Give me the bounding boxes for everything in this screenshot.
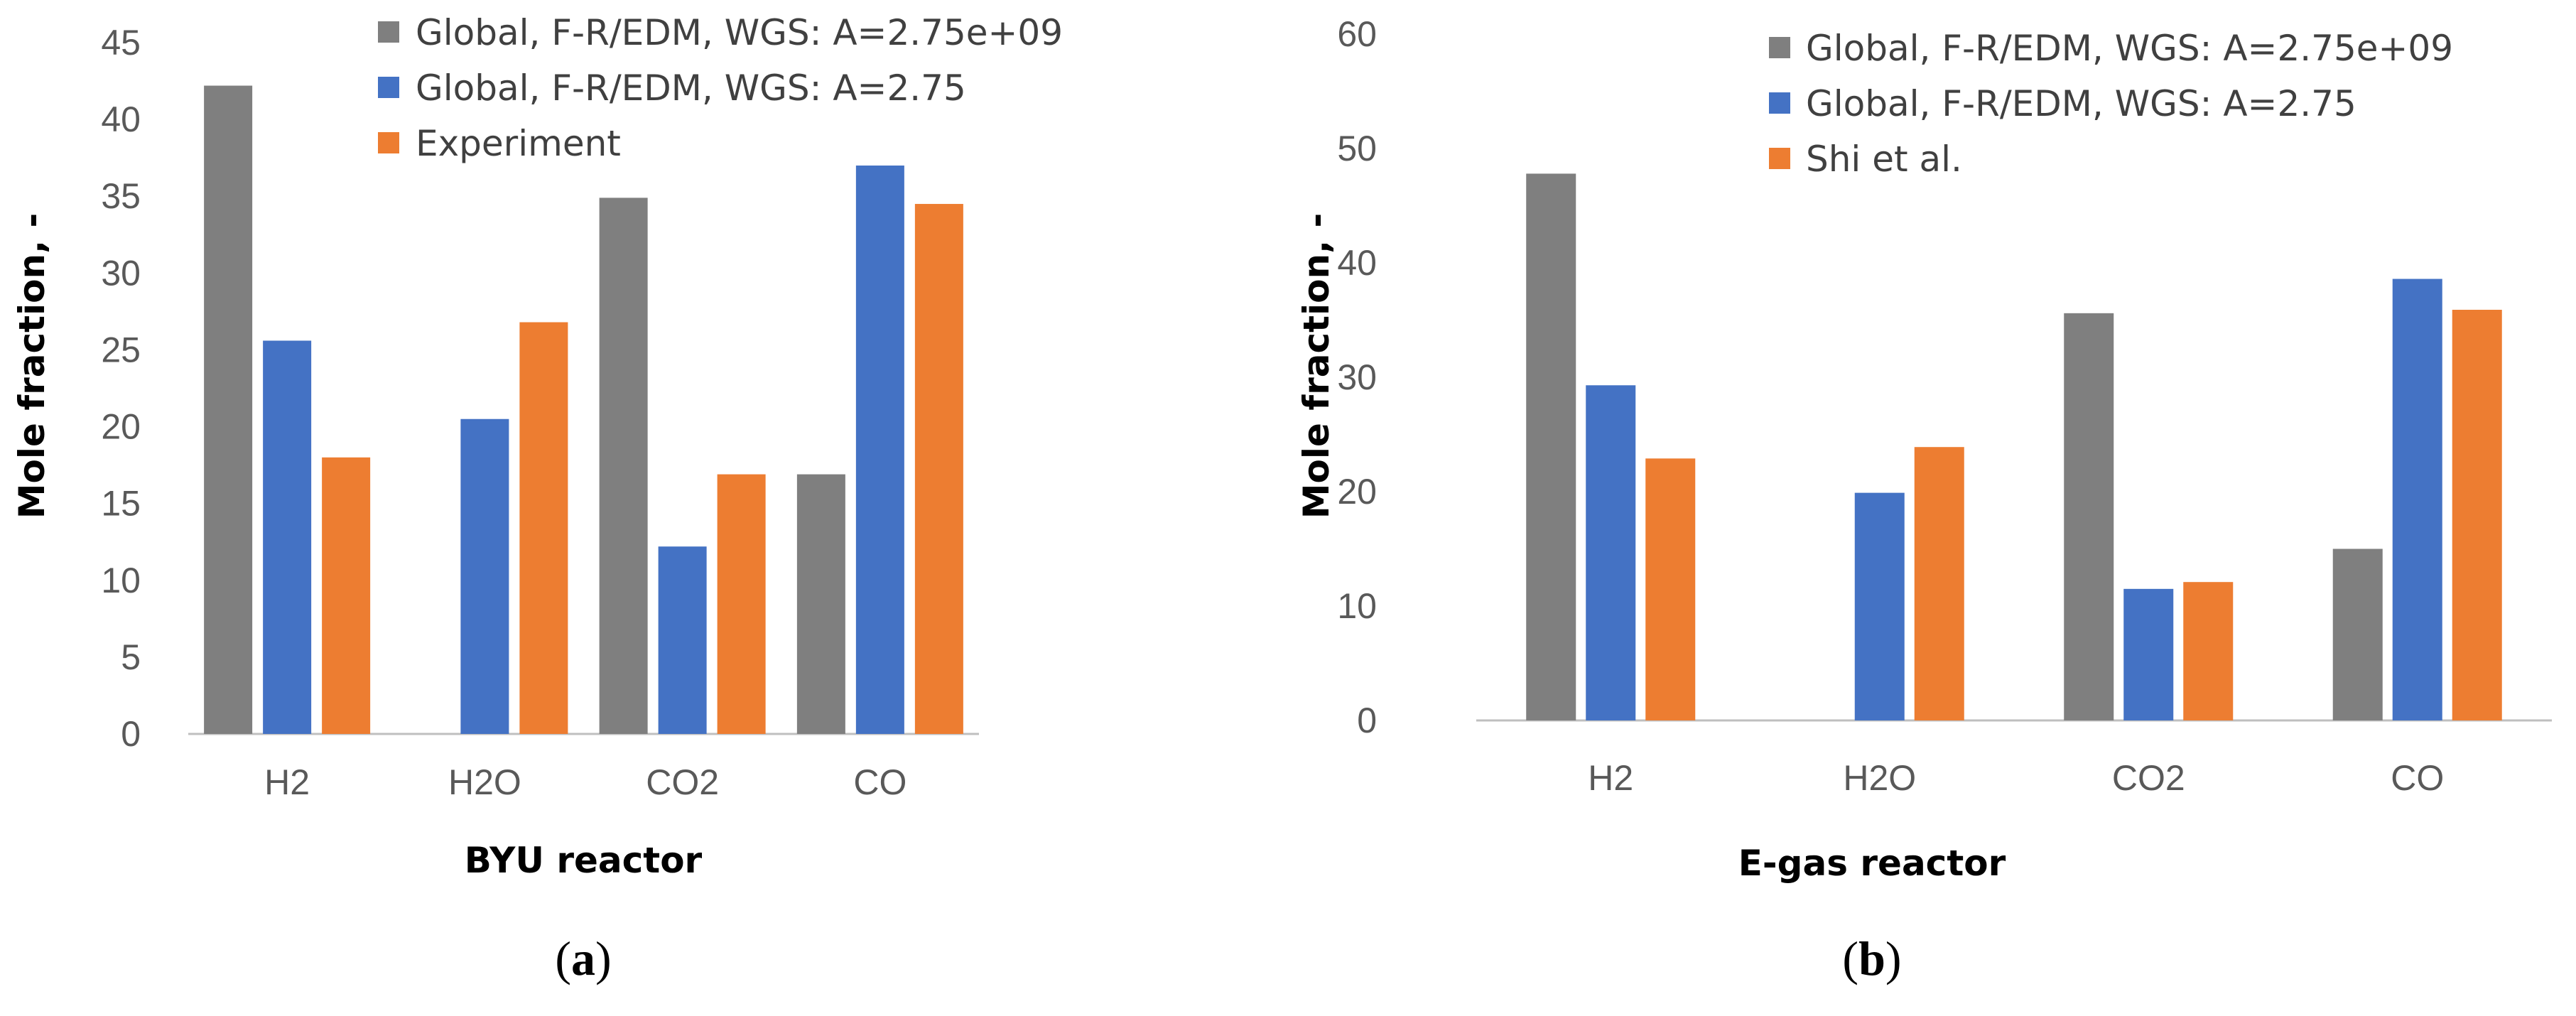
bar <box>658 546 707 734</box>
bars <box>204 85 963 735</box>
legend-swatch <box>1769 37 1790 58</box>
x-tick-label: CO2 <box>646 762 719 802</box>
bar <box>796 474 845 734</box>
bar <box>855 165 904 734</box>
bar <box>2183 582 2234 720</box>
y-axis-title: Mole fraction, - <box>11 213 53 519</box>
legend-label: Experiment <box>416 123 621 164</box>
panel-label-a: (a) <box>555 931 611 985</box>
legend-swatch <box>378 21 399 43</box>
legend-swatch <box>378 132 399 153</box>
bar <box>460 418 509 734</box>
y-tick-label: 20 <box>1337 472 1377 512</box>
y-tick-label: 0 <box>1357 701 1377 740</box>
bar <box>717 474 766 734</box>
y-axis-ticks: 0 10 20 30 40 50 60 <box>1337 14 1377 740</box>
x-tick-label: CO <box>853 762 907 802</box>
bar <box>1645 458 1696 720</box>
chart-panel-a: 0 5 10 15 20 25 30 35 40 45 H2 H2O CO2 CO Mole fract… <box>11 12 1063 985</box>
panel-letter: b <box>1858 931 1885 985</box>
y-tick-label: 50 <box>1337 129 1377 168</box>
y-axis-title: Mole fraction, - <box>1296 213 1337 519</box>
y-tick-label: 10 <box>1337 586 1377 626</box>
bar <box>914 204 963 734</box>
x-axis-ticks: H2 H2O CO2 CO <box>264 762 907 802</box>
y-axis-ticks: 0 5 10 15 20 25 30 35 40 45 <box>101 23 141 754</box>
bar <box>2123 588 2174 720</box>
panel-letter: a <box>571 931 595 985</box>
panel-label-b: (b) <box>1842 931 1901 985</box>
bar <box>263 340 312 735</box>
legend-label: Shi et al. <box>1806 139 1962 180</box>
x-tick-label: H2O <box>1843 758 1916 798</box>
legend-swatch <box>1769 148 1790 169</box>
x-axis-ticks: H2 H2O CO2 CO <box>1588 758 2444 798</box>
bar <box>204 85 253 734</box>
legend: Global, F-R/EDM, WGS: A=2.75e+09 Global,… <box>378 12 1063 164</box>
y-tick-label: 40 <box>101 99 141 139</box>
x-tick-label: CO2 <box>2112 758 2185 798</box>
legend-label: Global, F-R/EDM, WGS: A=2.75e+09 <box>1806 28 2453 69</box>
y-tick-label: 20 <box>101 407 141 447</box>
bar <box>1526 173 1576 721</box>
x-tick-label: CO <box>2391 758 2444 798</box>
bar <box>2452 310 2502 720</box>
y-tick-label: 60 <box>1337 14 1377 54</box>
bar <box>322 457 371 734</box>
bar <box>599 198 648 735</box>
legend-label: Global, F-R/EDM, WGS: A=2.75e+09 <box>416 12 1063 53</box>
bar <box>2332 548 2383 720</box>
bar <box>1854 492 1905 720</box>
x-axis-title: E-gas reactor <box>1738 843 2006 884</box>
legend: Global, F-R/EDM, WGS: A=2.75e+09 Global,… <box>1769 28 2453 180</box>
x-tick-label: H2O <box>448 762 521 802</box>
y-tick-label: 0 <box>121 714 141 754</box>
y-tick-label: 25 <box>101 330 141 369</box>
bar <box>2064 313 2114 721</box>
legend-label: Global, F-R/EDM, WGS: A=2.75 <box>1806 83 2356 124</box>
y-tick-label: 30 <box>1337 357 1377 397</box>
x-axis-title: BYU reactor <box>465 840 703 881</box>
y-tick-label: 10 <box>101 561 141 600</box>
y-tick-label: 15 <box>101 484 141 524</box>
legend-swatch <box>378 77 399 98</box>
y-tick-label: 5 <box>121 637 141 677</box>
bar <box>1914 447 1964 720</box>
legend-swatch <box>1769 92 1790 114</box>
bar <box>519 322 568 735</box>
chart-panel-b: 0 10 20 30 40 50 60 H2 H2O CO2 CO Mole fraction, … <box>1296 14 2552 985</box>
y-tick-label: 45 <box>101 23 141 63</box>
x-tick-label: H2 <box>1588 758 1633 798</box>
bar <box>1586 385 1636 720</box>
bars <box>1526 173 2502 721</box>
y-tick-label: 40 <box>1337 243 1377 283</box>
y-tick-label: 35 <box>101 176 141 216</box>
x-tick-label: H2 <box>264 762 310 802</box>
y-tick-label: 30 <box>101 253 141 293</box>
legend-label: Global, F-R/EDM, WGS: A=2.75 <box>416 67 966 109</box>
bar <box>2392 279 2442 720</box>
